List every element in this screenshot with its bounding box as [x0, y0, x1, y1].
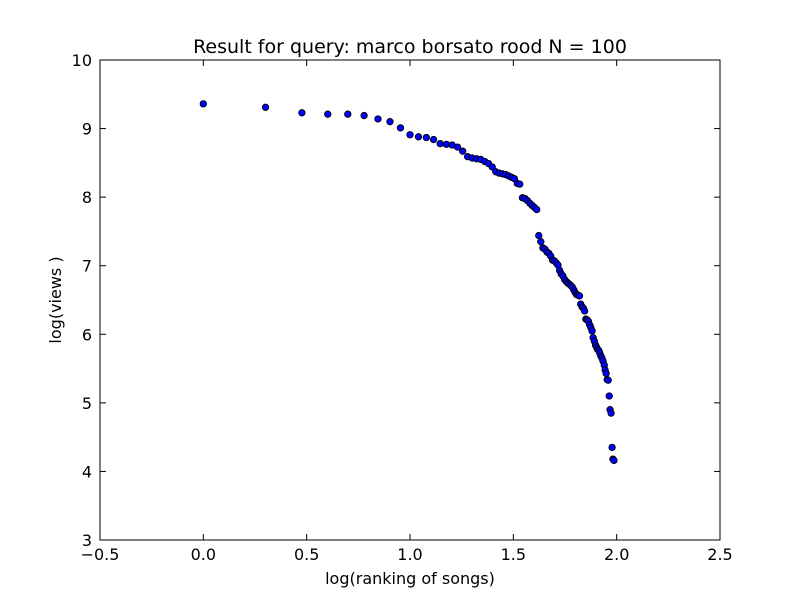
data-point: [607, 409, 615, 417]
data-points: [199, 100, 618, 465]
data-point: [535, 231, 543, 240]
data-point: [533, 205, 541, 214]
y-tick-label: 4: [82, 462, 92, 481]
data-point: [324, 110, 332, 118]
data-point: [604, 376, 612, 384]
x-tick-label: −0.5: [81, 545, 120, 564]
y-tick-label: 10: [72, 51, 92, 70]
data-point: [199, 100, 207, 108]
data-point: [360, 111, 368, 120]
data-point: [580, 307, 589, 315]
data-point: [610, 456, 618, 465]
data-point: [429, 135, 438, 144]
data-point: [386, 118, 394, 126]
y-tick-label: 7: [82, 257, 92, 276]
data-point: [374, 115, 382, 123]
x-tick-label: 2.0: [604, 545, 629, 564]
y-tick-label: 8: [82, 188, 92, 207]
data-point: [575, 292, 584, 300]
x-tick-label: 1.0: [397, 545, 422, 564]
data-point: [261, 103, 270, 111]
data-point: [406, 131, 414, 139]
x-axis-label: log(ranking of songs): [325, 569, 495, 588]
data-point: [605, 392, 613, 400]
data-point: [588, 327, 596, 335]
x-tick-label: 1.5: [501, 545, 526, 564]
data-point: [298, 109, 306, 117]
data-point: [396, 124, 405, 132]
y-tick-label: 6: [82, 325, 92, 344]
x-axis: −0.5 0.0 0.5 1.0 1.5 2.0 2.5: [81, 60, 733, 564]
y-axis-label: log(views ): [46, 256, 65, 343]
chart-title: Result for query: marco borsato rood N =…: [193, 36, 627, 58]
data-point: [537, 238, 545, 246]
data-point: [344, 110, 352, 118]
x-tick-label: 0.0: [191, 545, 216, 564]
data-point: [459, 147, 467, 155]
x-tick-label: 0.5: [294, 545, 319, 564]
plot-border: [99, 59, 721, 541]
data-point: [422, 133, 430, 142]
y-tick-label: 9: [82, 120, 92, 139]
x-tick-label: 2.5: [707, 545, 732, 564]
data-point: [602, 369, 610, 378]
data-point: [436, 140, 444, 148]
data-point: [608, 443, 616, 452]
y-tick-label: 3: [82, 531, 92, 550]
y-tick-label: 5: [82, 394, 92, 413]
data-point: [453, 143, 462, 151]
data-point: [488, 163, 496, 171]
y-axis: 3 4 5 6 7 8 9 10: [72, 51, 720, 550]
data-point: [414, 133, 423, 141]
data-point: [516, 180, 524, 188]
